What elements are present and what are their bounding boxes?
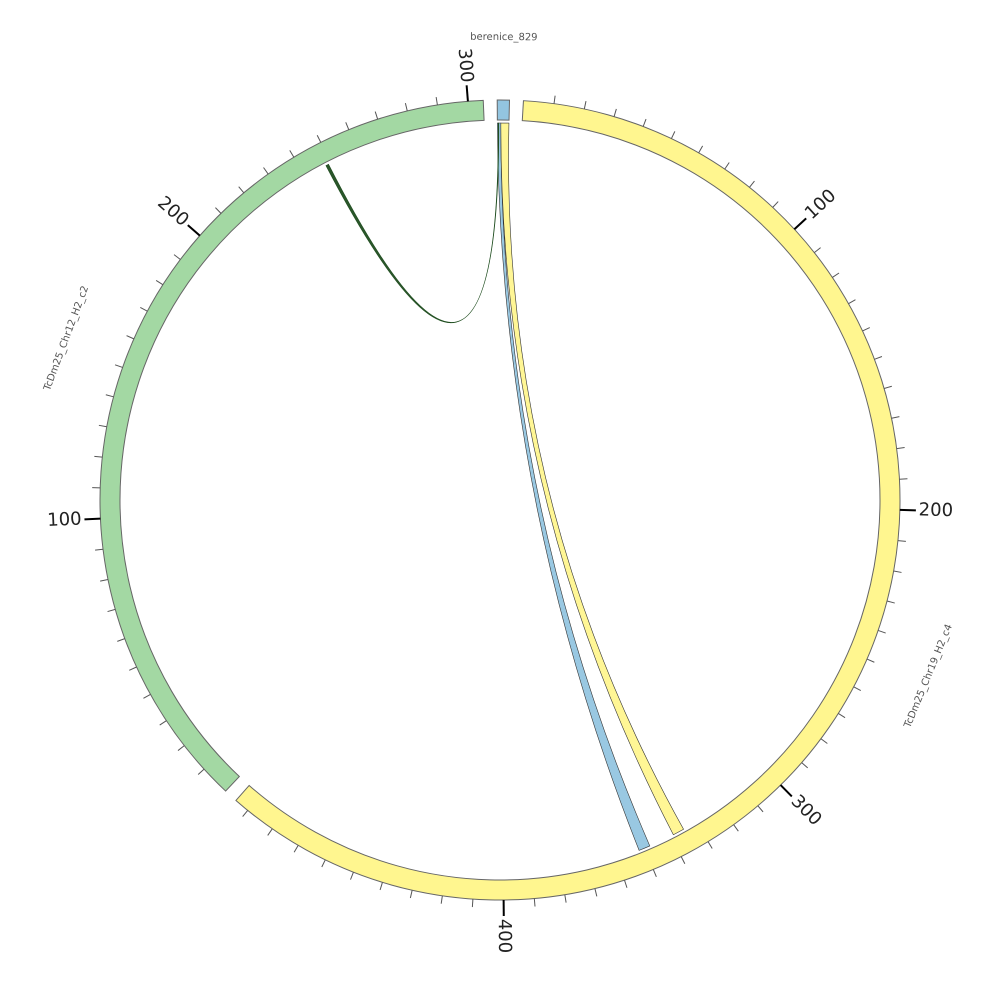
- minor-tick: [409, 890, 413, 899]
- minor-tick: [670, 131, 676, 139]
- tick-label: 300: [787, 791, 826, 830]
- minor-tick: [553, 95, 556, 104]
- link-ribbon: [500, 122, 684, 836]
- minor-tick: [242, 810, 249, 817]
- minor-tick: [404, 103, 408, 112]
- minor-tick: [564, 894, 567, 903]
- minor-tick: [105, 394, 114, 398]
- minor-tick: [440, 895, 443, 904]
- minor-tick: [316, 135, 322, 143]
- segment-arc: [235, 100, 901, 901]
- minor-tick: [533, 898, 536, 907]
- minor-tick: [94, 455, 103, 458]
- minor-tick: [293, 845, 299, 853]
- minor-tick: [98, 424, 107, 428]
- link-ribbon: [497, 122, 651, 851]
- minor-tick: [680, 856, 686, 864]
- minor-tick: [267, 828, 273, 836]
- minor-tick: [117, 638, 125, 642]
- minor-tick: [379, 882, 383, 891]
- major-tick: [465, 85, 469, 102]
- minor-tick: [624, 879, 628, 888]
- minor-tick: [853, 686, 862, 691]
- minor-tick: [613, 108, 617, 117]
- minor-tick: [749, 180, 755, 188]
- tick-label: 100: [801, 185, 841, 224]
- tick-label: 200: [918, 499, 953, 521]
- minor-tick: [350, 871, 354, 880]
- minor-tick: [848, 299, 856, 305]
- tick-label: 200: [153, 192, 193, 230]
- minor-tick: [321, 859, 326, 868]
- minor-tick: [832, 272, 840, 278]
- minor-tick: [289, 150, 295, 158]
- major-tick: [187, 224, 201, 237]
- minor-tick: [862, 327, 870, 332]
- minor-tick: [126, 335, 135, 340]
- minor-tick: [263, 167, 269, 175]
- minor-tick: [100, 579, 109, 582]
- minor-tick: [642, 118, 647, 127]
- minor-tick: [707, 841, 713, 849]
- minor-tick: [757, 805, 764, 813]
- minor-tick: [886, 600, 895, 604]
- minor-tick: [891, 416, 900, 419]
- minor-tick: [820, 738, 828, 744]
- minor-tick: [724, 162, 730, 170]
- minor-tick: [159, 720, 167, 726]
- major-tick: [779, 784, 793, 798]
- segment-label: berenice_829: [470, 32, 537, 44]
- minor-tick: [801, 762, 809, 769]
- minor-tick: [107, 608, 116, 613]
- major-tick: [84, 517, 101, 521]
- segment-arc: [99, 99, 485, 792]
- minor-tick: [896, 447, 905, 450]
- minor-tick: [140, 307, 148, 312]
- minor-tick: [698, 145, 704, 154]
- minor-tick: [883, 385, 892, 389]
- minor-tick: [583, 101, 587, 110]
- minor-tick: [594, 888, 598, 897]
- minor-tick: [471, 899, 474, 908]
- minor-tick: [733, 824, 739, 832]
- minor-tick: [155, 279, 164, 286]
- minor-tick: [177, 745, 185, 751]
- minor-tick: [652, 869, 657, 878]
- minor-tick: [866, 658, 875, 663]
- segment-label: TcDm25_Chr19_H2_c4: [902, 623, 955, 731]
- minor-tick: [814, 247, 821, 253]
- minor-tick: [838, 712, 846, 719]
- minor-tick: [897, 540, 906, 542]
- segment-label: TcDm25_Chr12_H2_c2: [42, 284, 91, 393]
- minor-tick: [874, 356, 883, 360]
- tick-label: 100: [47, 508, 82, 531]
- minor-tick: [173, 254, 181, 260]
- minor-tick: [435, 96, 438, 106]
- minor-tick: [345, 122, 350, 130]
- minor-tick: [877, 629, 886, 634]
- minor-tick: [114, 364, 123, 368]
- minor-tick: [143, 693, 151, 699]
- link-ribbon: [325, 122, 500, 323]
- tick-label: 300: [454, 47, 478, 83]
- minor-tick: [374, 111, 379, 120]
- minor-tick: [129, 666, 137, 671]
- minor-tick: [772, 201, 779, 208]
- segment-arc: [496, 99, 511, 121]
- tick-label: 400: [494, 919, 515, 954]
- minor-tick: [215, 207, 222, 214]
- minor-tick: [893, 570, 902, 573]
- minor-tick: [95, 548, 104, 551]
- minor-tick: [197, 768, 205, 775]
- minor-tick: [238, 186, 245, 194]
- major-tick: [793, 217, 807, 230]
